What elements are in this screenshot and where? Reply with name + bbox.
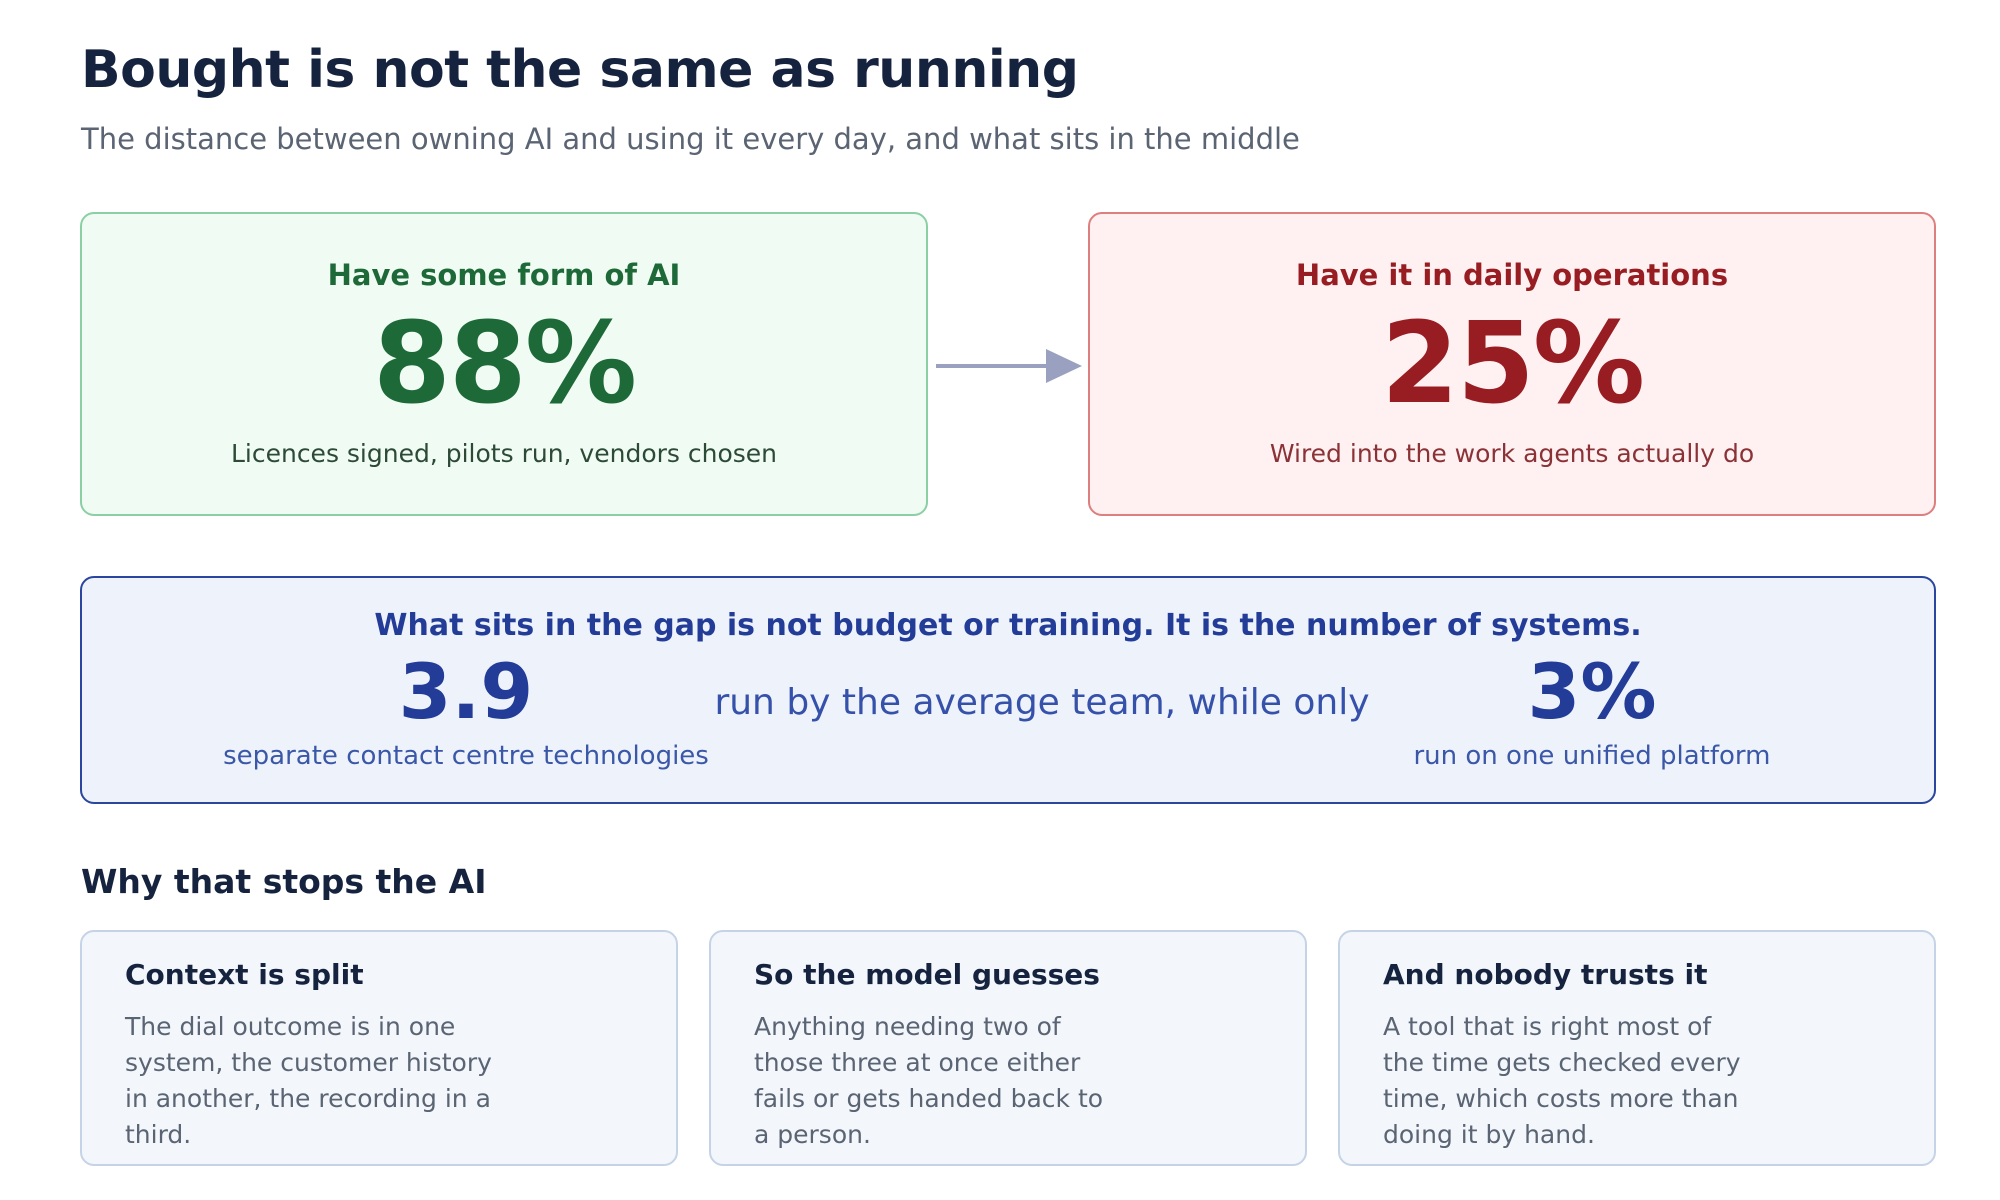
reason-body: The dial outcome is in one system, the c… (125, 1012, 492, 1149)
reason-body: A tool that is right most of the time ge… (1383, 1012, 1741, 1149)
stat-value-have-ai: 88% (372, 299, 637, 429)
page-subtitle: The distance between owning AI and using… (81, 122, 1300, 156)
stat-value-daily-operations: 25% (1380, 299, 1645, 429)
gap-value-unified-platform: 3% (1527, 647, 1657, 736)
reasons-heading: Why that stops the AI (81, 862, 487, 901)
gap-connector-text: run by the average team, while only (714, 682, 1370, 723)
gap-heading: What sits in the gap is not budget or tr… (374, 608, 1642, 643)
stat-card-have-ai: Have some form of AI 88% Licences signed… (80, 212, 928, 516)
stat-description-have-ai: Licences signed, pilots run, vendors cho… (230, 439, 778, 469)
reason-title: So the model guesses (754, 958, 1100, 991)
reason-card-nobody-trusts: And nobody trusts it A tool that is righ… (1338, 930, 1936, 1166)
reason-title: And nobody trusts it (1383, 958, 1708, 991)
stat-label-have-ai: Have some form of AI (327, 258, 681, 292)
reason-card-model-guesses: So the model guesses Anything needing tw… (709, 930, 1307, 1166)
right-arrow-icon (936, 349, 1082, 383)
page-title: Bought is not the same as running (81, 40, 1079, 100)
gap-panel: What sits in the gap is not budget or tr… (80, 576, 1936, 804)
gap-value-technologies: 3.9 (398, 647, 534, 736)
gap-stat-technologies: 3.9 separate contact centre technologies (206, 647, 726, 772)
reason-card-context-split: Context is split The dial outcome is in … (80, 930, 678, 1166)
reason-title: Context is split (125, 958, 364, 991)
gap-stat-unified-platform: 3% run on one unified platform (1332, 647, 1852, 772)
stat-description-daily-operations: Wired into the work agents actually do (1269, 439, 1755, 469)
reason-body: Anything needing two of those three at o… (754, 1012, 1104, 1149)
stat-label-daily-operations: Have it in daily operations (1295, 258, 1729, 292)
gap-description-unified-platform: run on one unified platform (1413, 741, 1771, 772)
gap-description-technologies: separate contact centre technologies (223, 741, 709, 772)
stat-card-daily-operations: Have it in daily operations 25% Wired in… (1088, 212, 1936, 516)
